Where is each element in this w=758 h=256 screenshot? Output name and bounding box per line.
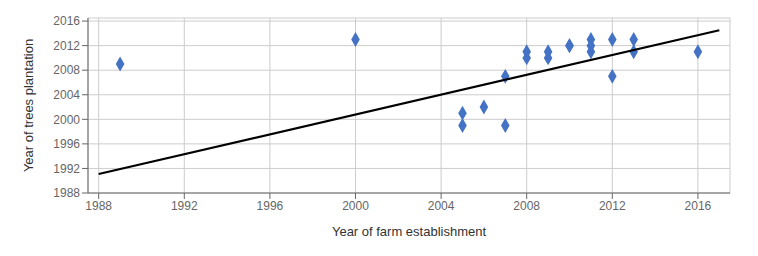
- svg-text:1992: 1992: [53, 162, 80, 176]
- svg-text:Year of trees plantation: Year of trees plantation: [21, 39, 36, 172]
- svg-text:2000: 2000: [342, 199, 369, 213]
- svg-text:2008: 2008: [53, 63, 80, 77]
- svg-text:2000: 2000: [53, 113, 80, 127]
- svg-text:2012: 2012: [53, 39, 80, 53]
- svg-text:1996: 1996: [257, 199, 284, 213]
- svg-text:2004: 2004: [428, 199, 455, 213]
- svg-text:1988: 1988: [53, 186, 80, 200]
- svg-text:2008: 2008: [513, 199, 540, 213]
- svg-text:2016: 2016: [53, 14, 80, 28]
- svg-text:1992: 1992: [171, 199, 198, 213]
- svg-text:2004: 2004: [53, 88, 80, 102]
- svg-text:2016: 2016: [685, 199, 712, 213]
- svg-text:2012: 2012: [599, 199, 626, 213]
- svg-text:Year of farm establishment: Year of farm establishment: [332, 224, 487, 239]
- svg-text:1988: 1988: [85, 199, 112, 213]
- svg-text:1996: 1996: [53, 137, 80, 151]
